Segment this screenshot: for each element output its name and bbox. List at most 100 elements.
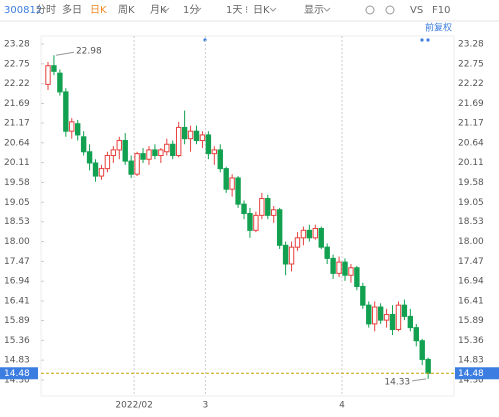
candle-body [122,140,128,162]
dropdown-arrow[interactable] [323,7,331,12]
y-tick-label-left: 16.41 [4,297,30,307]
y-tick-label-left: 15.89 [4,316,30,326]
candle-body [253,214,259,231]
event-dot [426,38,430,42]
candle-body [217,149,223,170]
candle-body [229,177,235,190]
y-tick-label-left: 17.47 [4,257,30,267]
last-price-box-right [455,367,499,380]
candle-body [158,149,164,157]
candle-body [312,227,319,239]
y-tick-label-right: 16.41 [458,297,484,307]
toolbar-button[interactable]: 显示 [304,4,324,16]
toolbar-button[interactable]: 300812 [4,5,42,16]
toolbar-button[interactable]: 周K [118,4,135,16]
candle-body [69,121,75,132]
plot-frame [40,35,455,397]
y-tick-label-right: 21.17 [458,118,484,128]
max-label: 22.98 [76,47,102,57]
y-tick-label-right: 20.64 [458,138,484,148]
toolbar-button[interactable]: 日K [253,5,270,16]
y-tick-label-right: 19.05 [458,198,484,208]
y-tick-label-left: 19.58 [4,178,30,188]
toolbar-button[interactable]: 月K [150,4,167,16]
y-tick-label-left: 16.94 [4,277,30,287]
toolbar-button[interactable]: 多日 [62,3,82,16]
candle-body [383,314,390,321]
candle-body [104,155,111,170]
toolbar-button[interactable]: 日K [90,5,107,16]
icon[interactable] [365,5,375,15]
separator: ⁝ [245,5,248,16]
candle-body [294,237,301,248]
min-label: 14.33 [384,377,410,387]
toolbar-button[interactable]: 1分 [183,4,199,16]
candle-body [80,136,87,153]
candle-body [175,126,182,157]
y-tick-label-right: 18.53 [458,217,484,227]
x-tick-label: 3 [203,401,209,411]
candle-body [247,212,253,231]
icon[interactable] [385,5,395,15]
y-tick-label-right: 17.47 [458,257,484,267]
candle-body [389,314,396,330]
candle-body [235,177,241,205]
y-tick-label-right: 15.36 [458,336,484,346]
y-tick-label-right: 14.83 [458,356,484,366]
y-tick-label-left: 21.69 [4,99,30,109]
adjust-button[interactable]: 前复权 [425,22,452,34]
toolbar-button[interactable]: F10 [432,5,450,16]
candle-body [360,285,366,306]
candle-body [306,229,313,239]
candle-body [425,358,431,374]
candle-body [57,72,63,93]
candle-body [211,149,218,155]
toolbar-button[interactable]: VS [410,5,423,16]
candle-body [51,65,57,72]
candle-body [401,304,408,317]
x-tick-label: 2022/02 [115,401,152,411]
toolbar-button[interactable]: 分时 [36,4,56,16]
y-tick-label-left: 20.64 [4,138,30,148]
y-tick-label-right: 14.30 [458,376,484,386]
candle-body [413,327,419,342]
candle-body [271,209,277,216]
y-tick-label-right: 16.94 [458,277,484,287]
dropdown-arrow[interactable] [162,7,170,12]
y-tick-label-left: 19.05 [4,198,30,208]
candle-body [318,227,324,248]
last-price-label-left: 14.48 [4,369,30,379]
candle-body [407,315,414,329]
candle-body [300,229,307,239]
dropdown-arrow[interactable] [194,7,202,12]
candle-body [193,130,200,142]
candle-body [265,198,271,216]
y-tick-label-left: 20.11 [4,158,30,168]
y-tick-label-left: 23.28 [4,40,30,50]
y-tick-label-left: 15.36 [4,336,30,346]
y-tick-label-right: 21.69 [458,99,484,109]
y-tick-label-left: 22.75 [4,59,30,69]
event-dot [420,38,424,42]
y-tick-label-left: 14.30 [4,376,30,386]
min-pointer [412,378,427,382]
candle-body [372,306,378,325]
y-tick-label-right: 23.28 [458,40,484,50]
candle-body [170,143,176,157]
candle-body [336,261,342,274]
max-pointer [55,51,75,56]
y-tick-label-left: 21.17 [4,118,30,128]
y-tick-label-left: 14.83 [4,356,30,366]
candle-body [241,203,247,214]
candle-body [395,304,402,330]
candle-body [348,267,354,276]
candle-body [116,140,122,151]
candle-body [63,91,69,132]
x-tick-label: 4 [339,401,345,411]
y-tick-label-right: 22.75 [458,59,484,69]
candle-body [134,153,140,175]
dropdown-arrow[interactable] [269,7,277,12]
y-tick-label-left: 18.53 [4,217,30,227]
toolbar-button[interactable]: 1天 [226,5,242,16]
candle-body [164,143,170,153]
